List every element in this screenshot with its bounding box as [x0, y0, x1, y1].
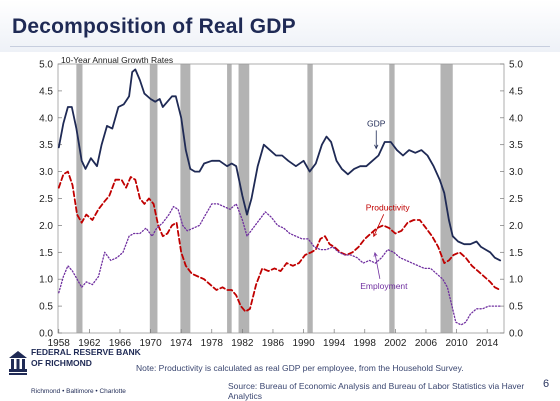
y-tick-label-right: 2.5: [509, 194, 523, 205]
annotation-arrowhead-gdp: [374, 144, 379, 150]
y-tick-label-right: 3.0: [509, 167, 523, 178]
recession-band: [180, 64, 191, 333]
x-tick-label: 2006: [415, 338, 438, 349]
chart-note: Note: Productivity is calculated as real…: [136, 363, 464, 373]
y-tick-label-right: 0.0: [509, 329, 523, 340]
series-lines: [57, 68, 502, 326]
y-tick-label-right: 4.0: [509, 113, 523, 124]
series-line-productivity: [57, 170, 502, 313]
y-tick-label-right: 3.5: [509, 140, 523, 151]
x-tick-label: 1970: [139, 338, 162, 349]
x-tick-label: 2010: [445, 338, 468, 349]
logo-cities: Richmond • Baltimore • Charlotte: [31, 388, 126, 395]
x-tick-label: 1986: [262, 338, 285, 349]
chart-subtitle: 10-Year Annual Growth Rates: [61, 55, 173, 65]
x-tick-label: 1990: [292, 338, 315, 349]
y-tick-label-right: 1.5: [509, 248, 523, 259]
y-tick-label: 1.5: [39, 248, 53, 259]
recession-band: [389, 64, 395, 333]
y-tick-label-right: 0.5: [509, 302, 523, 313]
annotation-productivity: Productivity: [366, 202, 411, 212]
recession-band: [76, 64, 83, 333]
series-line-employment: [58, 203, 501, 326]
series-line-gdp: [57, 68, 502, 262]
y-tick-label: 3.5: [39, 140, 53, 151]
page-number: 6: [543, 378, 550, 390]
x-tick-label: 1962: [78, 338, 101, 349]
x-tick-label: 1974: [170, 338, 193, 349]
annotation-gdp: GDP: [367, 118, 386, 128]
federal-reserve-logo-icon: [9, 351, 27, 375]
logo-name: FEDERAL RESERVE BANK OF RICHMOND: [31, 347, 141, 369]
x-tick-label: 1982: [231, 338, 254, 349]
annotation-arrowhead-productivity: [373, 232, 378, 238]
x-tick-label: 1978: [201, 338, 224, 349]
y-tick-label: 4.0: [39, 113, 53, 124]
annotation-arrow-productivity: [373, 214, 385, 237]
x-tick-label: 1966: [109, 338, 132, 349]
axes: 0.0 0.0 0.5 0.5 1.0 1.0 1.5 1.5 2.0 2.0 2.5 2.5 3.0 3…: [39, 60, 523, 350]
plot-frame: [57, 63, 505, 334]
federal-reserve-logo: FEDERAL RESERVE BANK OF RICHMOND Richmon…: [8, 345, 141, 399]
annotations: GDP Productivity Employment: [360, 118, 410, 290]
header-band: [0, 0, 560, 52]
x-tick-label: 2002: [384, 338, 407, 349]
y-tick-label-right: 4.5: [509, 86, 523, 97]
annotation-arrowhead-employment: [373, 251, 378, 257]
gdp-decomposition-chart: 0.0 0.0 0.5 0.5 1.0 1.0 1.5 1.5 2.0 2.0 2.5 2.5 3.0 3…: [39, 55, 523, 350]
x-tick-label: 1998: [354, 338, 377, 349]
chart-source: Source: Bureau of Economic Analysis and …: [228, 381, 525, 401]
x-tick-label: 1958: [48, 338, 71, 349]
annotation-arrow-employment: [374, 252, 381, 279]
title-divider: [10, 46, 550, 47]
y-tick-label-right: 2.0: [509, 221, 523, 232]
y-tick-label: 3.0: [39, 167, 53, 178]
recession-band: [149, 64, 158, 333]
y-tick-label: 4.5: [39, 86, 53, 97]
logo-name-line1: FEDERAL RESERVE BANK: [31, 347, 141, 357]
page-title: Decomposition of Real GDP: [12, 15, 296, 38]
annotation-employment: Employment: [360, 281, 408, 291]
y-tick-label: 2.0: [39, 221, 53, 232]
recession-band: [440, 64, 453, 333]
x-tick-label: 2014: [476, 338, 499, 349]
y-tick-label-right: 5.0: [509, 60, 523, 71]
recession-band: [307, 64, 313, 333]
y-tick-label: 1.0: [39, 275, 53, 286]
y-tick-label: 2.5: [39, 194, 53, 205]
x-tick-label: 1994: [323, 338, 346, 349]
recession-band: [227, 64, 232, 333]
y-tick-label: 0.5: [39, 302, 53, 313]
y-tick-label: 0.0: [39, 329, 53, 340]
logo-name-line2: OF RICHMOND: [31, 358, 92, 368]
y-tick-label: 5.0: [39, 60, 53, 71]
recession-bands: [76, 64, 453, 333]
y-tick-label-right: 1.0: [509, 275, 523, 286]
